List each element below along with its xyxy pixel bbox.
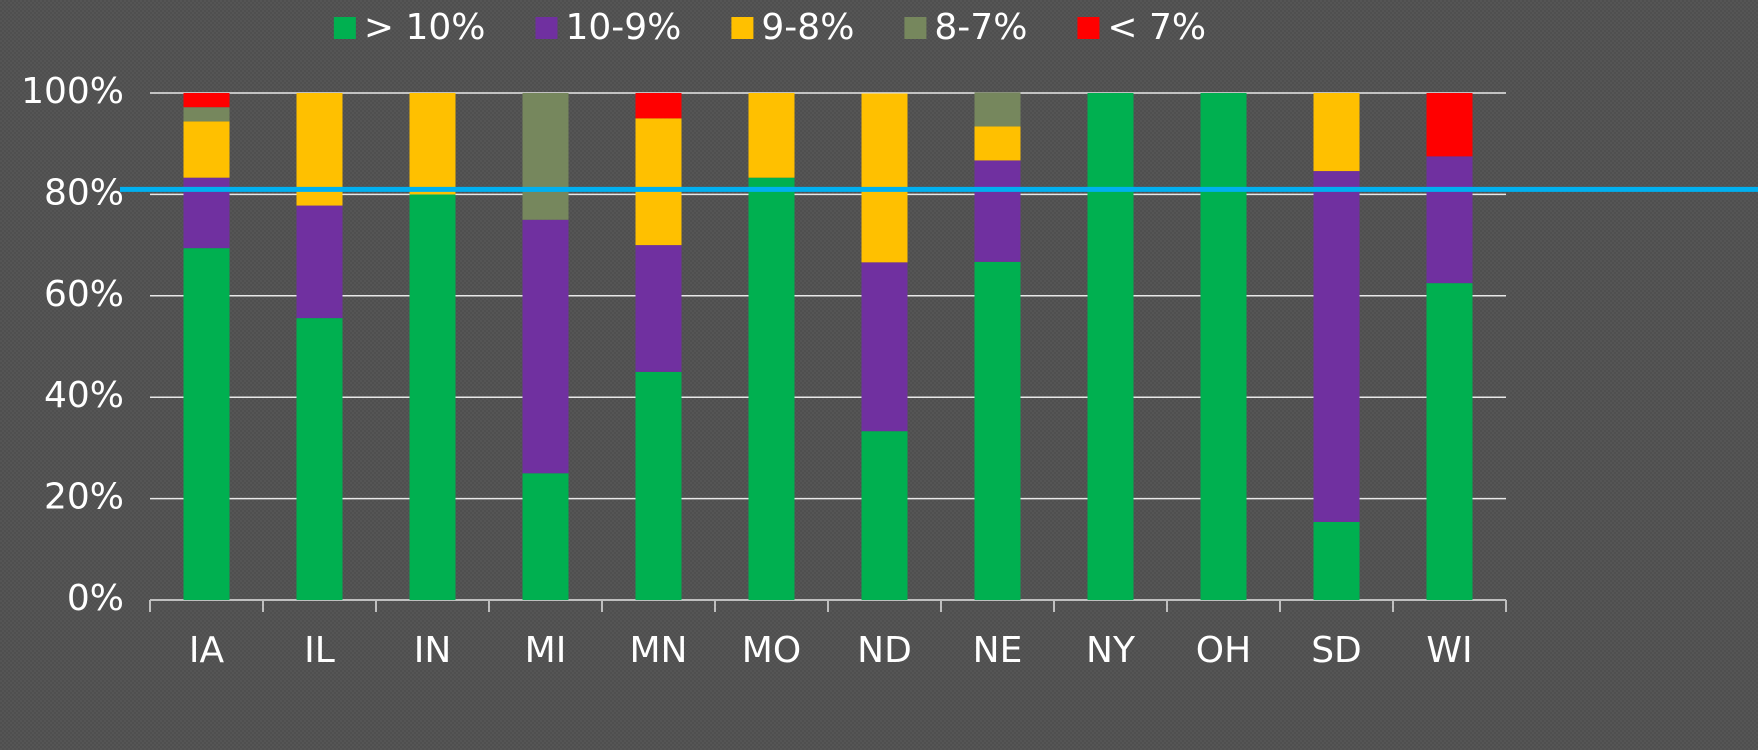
y-tick-label: 20%: [44, 477, 124, 518]
bar-segment: [1313, 93, 1360, 172]
x-tick-label: NE: [973, 630, 1023, 671]
bar-segment: [635, 245, 682, 372]
x-tick-label: IN: [414, 630, 452, 671]
x-tick-label: IL: [304, 630, 335, 671]
bar-segment: [974, 92, 1021, 127]
legend-label: > 10%: [364, 7, 486, 48]
bar-segment: [974, 160, 1021, 262]
bar-segment: [1313, 171, 1360, 522]
bar-segment: [522, 93, 569, 220]
x-tick-label: ND: [857, 630, 912, 671]
bar-segment: [748, 93, 795, 178]
legend-swatch: [535, 17, 558, 39]
bar-segment: [183, 248, 230, 600]
y-tick-label: 0%: [67, 578, 124, 619]
bar-segment: [296, 318, 343, 600]
legend-label: < 7%: [1107, 7, 1206, 48]
bar-segment: [183, 107, 230, 122]
bar-segment: [1200, 93, 1247, 600]
bar-segment: [522, 219, 569, 474]
bar-segment: [748, 177, 795, 600]
bar-segment: [183, 121, 230, 178]
y-tick-label: 100%: [21, 71, 124, 112]
bar-segment: [183, 93, 230, 108]
x-tick-label: NY: [1086, 630, 1136, 671]
legend-label: 8-7%: [934, 7, 1027, 48]
y-tick-label: 40%: [44, 375, 124, 416]
bar-segment: [861, 431, 908, 600]
bar-segment: [1426, 93, 1473, 157]
legend-swatch: [333, 17, 356, 39]
bar-segment: [1426, 283, 1473, 600]
x-tick-label: SD: [1311, 630, 1362, 671]
legend-label: 9-8%: [761, 7, 854, 48]
y-tick-label: 80%: [44, 172, 124, 213]
legend-swatch: [1077, 17, 1100, 39]
x-tick-label: MI: [525, 630, 567, 671]
x-tick-label: OH: [1196, 630, 1251, 671]
x-tick-label: MN: [630, 630, 688, 671]
bar-segment: [296, 93, 343, 206]
bar-segment: [1087, 93, 1134, 600]
bar-segment: [635, 93, 682, 119]
bar-segment: [1426, 156, 1473, 284]
legend-swatch: [731, 17, 754, 39]
bar-segment: [522, 473, 569, 600]
x-tick-label: IA: [189, 630, 225, 671]
bar-segment: [296, 205, 343, 319]
bar-segment: [635, 118, 682, 246]
bar-segment: [974, 126, 1021, 161]
bar-segment: [861, 93, 908, 263]
legend-swatch: [904, 17, 927, 39]
bar-segment: [409, 194, 456, 600]
y-tick-label: 60%: [44, 274, 124, 315]
bar-segment: [861, 262, 908, 432]
legend-label: 10-9%: [565, 7, 681, 48]
bar-segment: [974, 261, 1021, 600]
bar-segment: [1313, 521, 1360, 600]
bar-segment: [635, 371, 682, 600]
x-tick-label: WI: [1426, 630, 1472, 671]
x-tick-label: MO: [742, 630, 801, 671]
bar-segment: [409, 93, 456, 195]
